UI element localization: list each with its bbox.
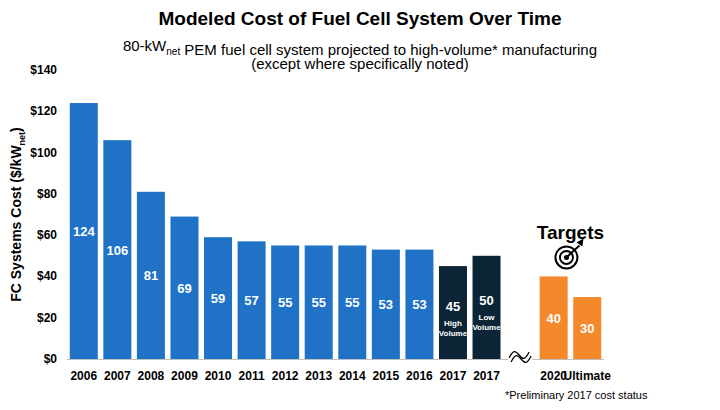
x-tick-label: 2010	[205, 369, 232, 383]
title: Modeled Cost of Fuel Cell System Over Ti…	[159, 8, 562, 29]
y-tick-label: $40	[37, 269, 57, 283]
bar-annotation: HighVolume	[439, 319, 468, 338]
axis-break	[511, 356, 531, 363]
y-tick-label: $120	[30, 104, 57, 118]
bar	[170, 217, 198, 359]
x-tick-label: 2017	[440, 369, 467, 383]
text-run: )	[8, 127, 24, 132]
text-run: Low	[479, 313, 496, 322]
x-tick-label: 2014	[339, 369, 366, 383]
chart: Modeled Cost of Fuel Cell System Over Ti…	[0, 0, 720, 410]
data-label: 53	[412, 297, 426, 312]
data-label: 57	[244, 293, 258, 308]
bar	[573, 297, 601, 359]
data-label: 45	[446, 299, 460, 314]
y-tick-label: $20	[37, 311, 57, 325]
text-run: Volume	[472, 323, 501, 332]
bar	[238, 241, 266, 359]
text-run: 80-kW	[123, 37, 167, 54]
x-tick-label: 2013	[305, 369, 332, 383]
data-label: 30	[580, 321, 594, 336]
bar-annotation: LowVolume	[472, 313, 501, 332]
bar	[137, 192, 165, 359]
x-tick-label: 2009	[171, 369, 198, 383]
data-label: 55	[345, 295, 359, 310]
bar	[540, 276, 568, 359]
break-gap	[508, 351, 532, 363]
bar	[405, 250, 433, 359]
text-run: High	[444, 319, 462, 328]
subtitle: (except where specifically noted)	[251, 55, 469, 72]
bar	[338, 245, 366, 359]
labels: 12410681695957555555535345504030HighVolu…	[73, 224, 595, 338]
icon-arrow	[566, 245, 579, 257]
x-tick-label: 2006	[70, 369, 97, 383]
data-label: 124	[73, 224, 95, 239]
bar	[70, 103, 98, 359]
x-tick-label: 2015	[372, 369, 399, 383]
data-label: 50	[479, 293, 493, 308]
subscript: net	[17, 132, 27, 146]
x-tick-label: 2007	[104, 369, 131, 383]
x-tick-label: 2012	[272, 369, 299, 383]
data-label: 53	[379, 297, 393, 312]
y-axis-label: FC Systems Cost ($/kWnet)	[8, 127, 27, 302]
bar	[103, 140, 131, 359]
text-run: Volume	[439, 329, 468, 338]
x-tick-label: 2008	[138, 369, 165, 383]
x-tick-label: Ultimate	[564, 369, 612, 383]
bar	[204, 237, 232, 359]
y-tick-label: $100	[30, 146, 57, 160]
x-tick-label: 2011	[239, 369, 265, 383]
x-tick-label: 2017	[473, 369, 500, 383]
background	[0, 0, 720, 410]
text-run: FC Systems Cost ($/kW	[8, 145, 24, 302]
text-run: (except where specifically noted)	[251, 55, 469, 72]
bar	[305, 245, 333, 359]
y-tick-label: $80	[37, 187, 57, 201]
annotation: Targets	[537, 222, 604, 243]
data-label: 106	[106, 243, 128, 258]
bar	[372, 250, 400, 359]
bars	[70, 103, 601, 359]
data-label: 40	[546, 311, 560, 326]
x-tick-label: 2016	[406, 369, 433, 383]
y-tick-label: $60	[37, 228, 57, 242]
bar	[473, 256, 501, 359]
subscript: net	[166, 46, 180, 57]
y-tick-label: $140	[30, 63, 57, 77]
data-label: 69	[177, 281, 191, 296]
data-label: 55	[278, 295, 292, 310]
bar	[439, 266, 467, 359]
bar	[271, 245, 299, 359]
footnote: *Preliminary 2017 cost status	[505, 389, 648, 401]
y-tick-label: $0	[44, 352, 58, 366]
data-label: 55	[311, 295, 325, 310]
data-label: 81	[144, 268, 158, 283]
data-label: 59	[211, 291, 225, 306]
